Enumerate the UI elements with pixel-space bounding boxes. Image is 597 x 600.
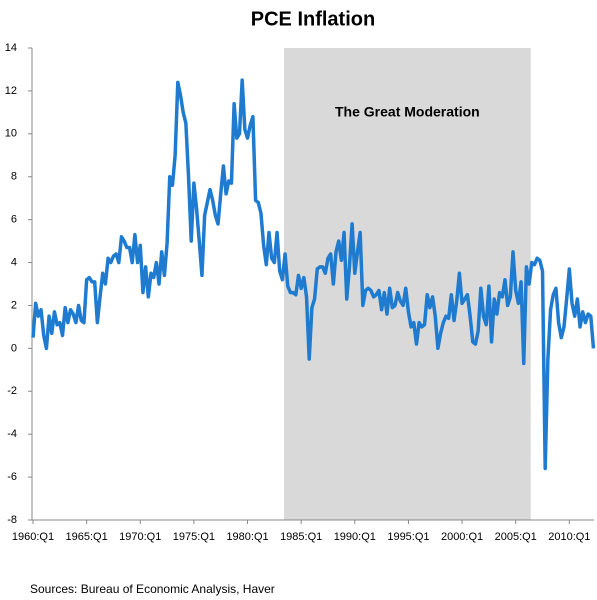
y-tick-label: 0 [11,342,17,354]
shaded-period [284,48,531,520]
source-note: Sources: Bureau of Economic Analysis, Ha… [30,582,275,596]
series-line [31,78,596,471]
x-tick-label: 1995:Q1 [387,531,429,543]
chart-title: PCE Inflation [251,8,375,30]
y-tick-label: -2 [7,385,17,397]
y-tick-label: 4 [11,256,17,268]
y-tick-label: 14 [5,42,17,54]
x-tick-label: 2005:Q1 [495,531,537,543]
y-tick-label: 6 [11,214,17,226]
y-tick-label: 2 [11,299,17,311]
y-tick-label: 12 [5,85,17,97]
x-tick-label: 1970:Q1 [119,531,161,543]
x-tick-label: 1985:Q1 [280,531,322,543]
x-tick-label: 2010:Q1 [548,531,590,543]
x-tick-label: 1990:Q1 [334,531,376,543]
x-tick-label: 2000:Q1 [441,531,483,543]
y-tick-label: -8 [7,514,17,526]
y-tick-label: 8 [11,171,17,183]
y-tick-label: 10 [5,128,17,140]
x-tick-label: 1980:Q1 [226,531,268,543]
shade-label: The Great Moderation [335,104,480,120]
x-tick-label: 1965:Q1 [66,531,108,543]
y-tick-label: -6 [7,471,17,483]
x-tick-label: 1960:Q1 [12,531,54,543]
x-tick-label: 1975:Q1 [173,531,215,543]
y-tick-label: -4 [7,428,17,440]
